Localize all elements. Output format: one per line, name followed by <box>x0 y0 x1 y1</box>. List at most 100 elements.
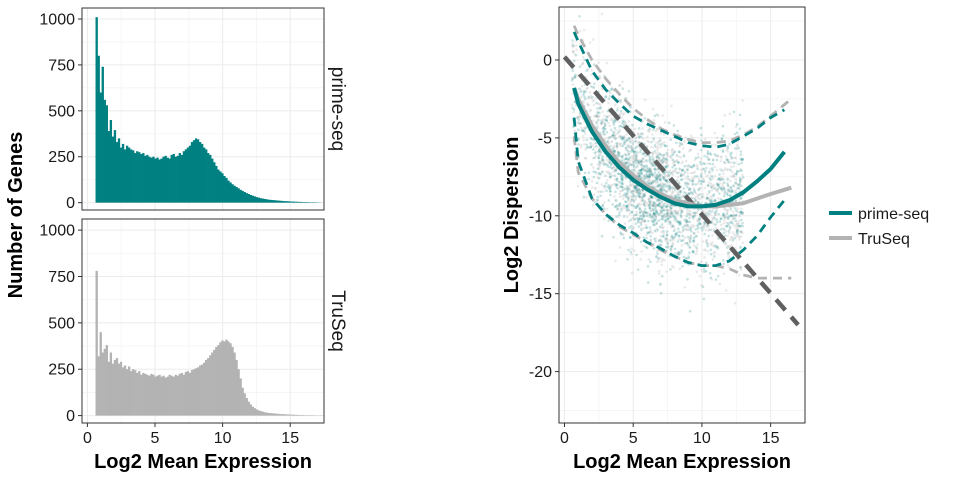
scatter-point <box>642 236 646 239</box>
histogram-bar <box>276 413 279 416</box>
scatter-point <box>637 161 641 165</box>
scatter-point <box>616 207 620 211</box>
scatter-point <box>667 180 671 184</box>
scatter-point <box>589 108 593 112</box>
scatter-point <box>713 217 717 221</box>
scatter-point <box>678 150 681 154</box>
histogram-bar <box>215 165 218 203</box>
scatter-point <box>645 164 648 167</box>
scatter-point <box>608 160 612 164</box>
scatter-point <box>646 129 650 132</box>
scatter-point <box>639 150 642 154</box>
scatter-point <box>654 168 657 172</box>
scatter-point <box>626 199 630 203</box>
histogram-bar <box>245 193 248 203</box>
scatter-point <box>600 150 603 153</box>
scatter-point <box>639 132 642 136</box>
scatter-point <box>647 202 651 205</box>
scatter-point <box>651 152 655 156</box>
scatter-point <box>641 217 644 220</box>
scatter-point <box>739 230 743 233</box>
scatter-point <box>686 220 690 223</box>
scatter-point <box>582 28 586 32</box>
scatter-point <box>597 176 601 180</box>
scatter-point <box>603 184 607 188</box>
scatter-point <box>718 177 721 180</box>
scatter-point <box>678 181 681 185</box>
scatter-point <box>649 194 653 198</box>
scatter-point <box>685 168 689 172</box>
scatter-point <box>723 214 727 218</box>
scatter-point <box>684 218 687 221</box>
histogram-bar <box>304 202 307 203</box>
scatter-point <box>648 204 652 207</box>
scatter-point <box>705 213 708 216</box>
scatter-point <box>716 153 719 157</box>
scatter-point <box>621 87 625 90</box>
scatter-point <box>598 164 601 167</box>
scatter-point <box>695 270 699 274</box>
scatter-point <box>602 129 606 133</box>
scatter-point <box>716 183 719 187</box>
scatter-point <box>703 232 707 236</box>
scatter-point <box>726 234 730 238</box>
scatter-point <box>729 168 732 172</box>
scatter-point <box>650 214 653 217</box>
scatter-point <box>636 133 640 136</box>
scatter-point <box>591 38 595 41</box>
scatter-point <box>657 213 661 216</box>
scatter-point <box>724 167 727 170</box>
scatter-point <box>582 129 585 133</box>
scatter-point <box>690 190 693 194</box>
histogram-bar <box>168 158 171 203</box>
scatter-point <box>608 165 612 169</box>
scatter-point <box>571 42 574 45</box>
scatter-point <box>624 153 628 157</box>
scatter-point <box>615 142 619 146</box>
scatter-point <box>662 157 666 160</box>
scatter-point <box>731 210 735 214</box>
scatter-point <box>627 209 631 212</box>
scatter-point <box>734 161 737 165</box>
scatter-point <box>662 175 665 179</box>
scatter-point <box>640 198 644 202</box>
scatter-point <box>689 148 693 152</box>
histogram-bar <box>121 367 125 416</box>
scatter-point <box>725 208 729 212</box>
scatter-point <box>707 215 710 218</box>
scatter-point <box>621 178 624 182</box>
panel-background <box>559 7 805 423</box>
histogram-bar <box>101 352 104 416</box>
scatter-point <box>642 202 646 205</box>
legend-label-truseq: TruSeq <box>858 231 910 248</box>
scatter-point <box>601 126 605 130</box>
scatter-point <box>697 217 700 221</box>
scatter-point <box>642 192 646 196</box>
scatter-point <box>608 91 612 95</box>
scatter-point <box>677 196 681 200</box>
scatter-point <box>677 234 681 238</box>
scatter-point <box>653 229 657 233</box>
scatter-point <box>627 137 631 140</box>
scatter-point <box>691 180 695 183</box>
scatter-point <box>669 186 672 190</box>
scatter-point <box>595 121 598 125</box>
scatter-point <box>734 178 738 181</box>
scatter-point <box>665 152 668 155</box>
scatter-point <box>634 222 638 225</box>
scatter-point <box>723 219 726 222</box>
scatter-point <box>712 193 716 196</box>
scatter-point <box>673 217 677 221</box>
scatter-point <box>622 137 625 140</box>
scatter-point <box>699 182 703 186</box>
scatter-point <box>665 213 669 217</box>
scatter-point <box>618 134 621 138</box>
scatter-point <box>648 201 652 204</box>
scatter-point <box>653 114 657 118</box>
scatter-point <box>677 196 681 200</box>
scatter-point <box>695 247 699 251</box>
scatter-point <box>640 199 643 203</box>
histogram-bar <box>158 374 161 416</box>
scatter-point <box>618 211 621 214</box>
scatter-point <box>621 80 624 84</box>
